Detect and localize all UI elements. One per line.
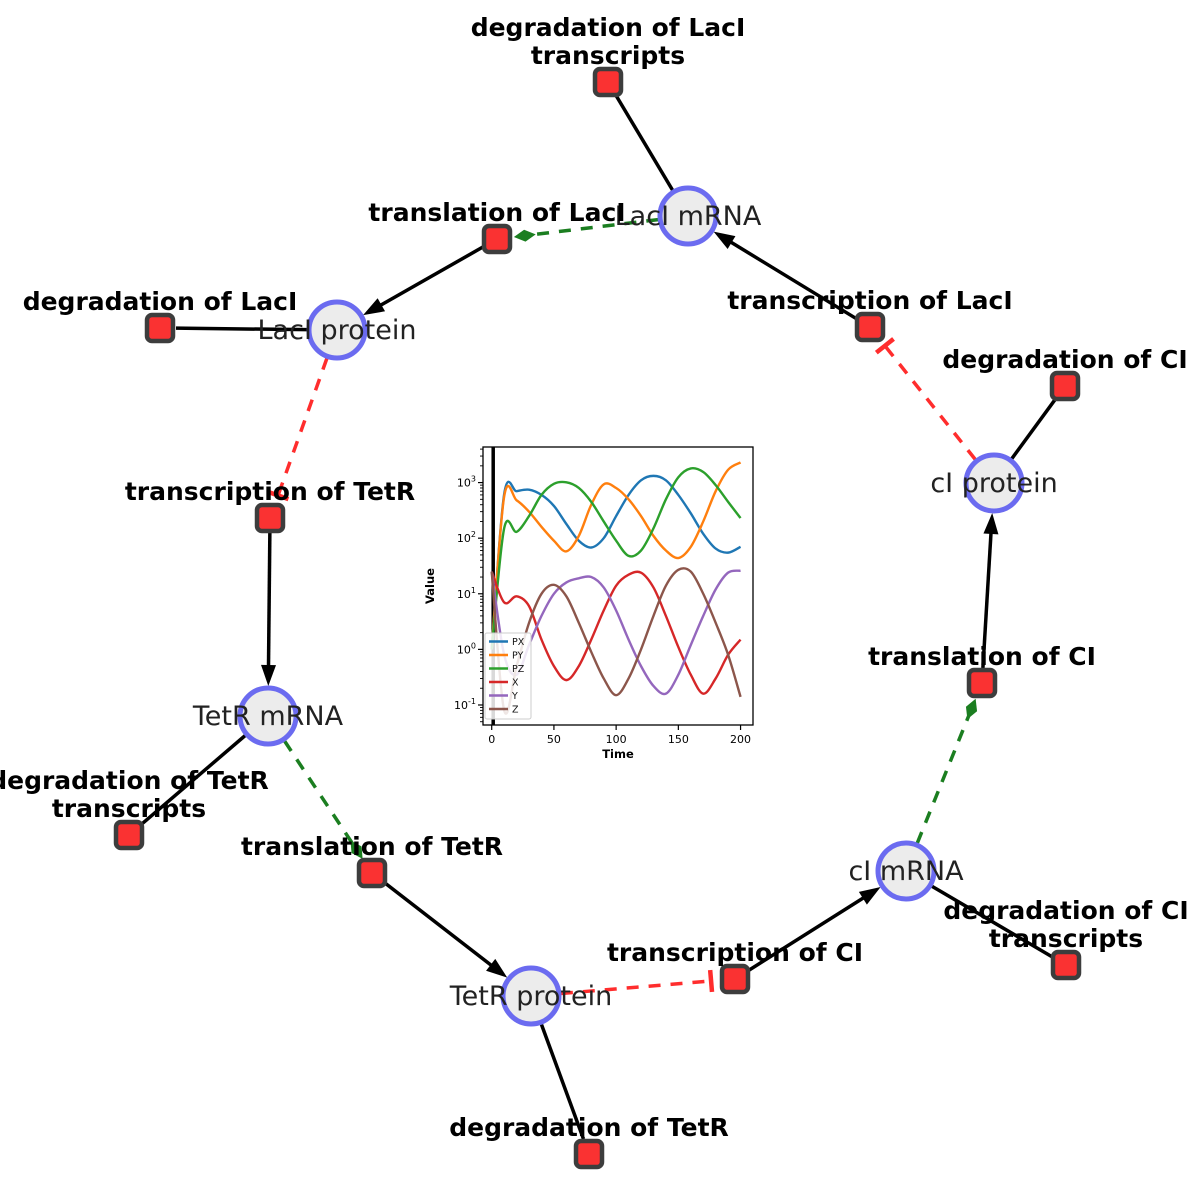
edge-reactant-laci-protein-deg-laci [175, 326, 308, 332]
edge-product-transl-tetr-tetr-protein [382, 880, 508, 978]
nodes-layer [113, 66, 1082, 1170]
reaction-node-degradation-of-tetr[interactable] [573, 1138, 605, 1170]
reaction-node-transcription-of-laci[interactable] [854, 311, 886, 343]
edge-inhibition-laci-protein-txn-tetr [266, 357, 329, 502]
reaction-label-degradation-of-tetr-transcripts: degradation of TetR transcripts [0, 766, 269, 823]
species-node-ci-protein[interactable] [963, 452, 1025, 514]
edge-reactant-tetr-mrna-deg-tetr-tx [140, 734, 247, 826]
x-tick-200: 200 [730, 733, 751, 746]
labels-layer: LacI mRNA LacI protein TetR mRNA TetR prote… [0, 13, 1189, 1142]
legend-label-x: X [512, 678, 519, 689]
x-tick-100: 100 [606, 733, 627, 746]
edge-reactant-ci-mrna-deg-ci-tx [930, 884, 1054, 959]
edge-product-transl-laci-laci-protein [363, 244, 485, 316]
reaction-label-degradation-of-ci: degradation of CI [942, 345, 1187, 374]
edge-reactant-laci-mrna-deg-laci-tx [614, 94, 675, 192]
edge-product-txn-tetr-tetr-mrna [261, 532, 277, 687]
edge-reactant-ci-protein-deg-ci [1010, 397, 1057, 460]
reaction-node-degradation-of-tetr-transcripts[interactable] [113, 819, 145, 851]
reaction-label-transcription-of-laci: transcription of LacI [727, 286, 1012, 315]
legend-label-py: PY [512, 651, 524, 662]
species-label-laci-mrna: LacI mRNA [615, 201, 762, 232]
y-tick-1e2: 102 [457, 530, 476, 545]
species-node-laci-protein[interactable] [306, 299, 368, 361]
edge-activation-laci-mrna-transl-laci [513, 217, 659, 242]
reaction-node-translation-of-ci[interactable] [966, 667, 998, 699]
reaction-label-degradation-of-laci: degradation of LacI [23, 287, 298, 316]
edge-product-transl-ci-ci-protein [981, 512, 999, 669]
reaction-label-degradation-of-tetr: degradation of TetR [449, 1113, 729, 1142]
reaction-label-translation-of-laci: translation of LacI [368, 198, 625, 227]
series-line-py [490, 461, 742, 650]
edge-inhibition-ci-protein-txn-laci [874, 337, 977, 461]
series-line-px [490, 474, 742, 650]
legend-label-y: Y [511, 691, 518, 702]
plot-axes: 0 50 100 150 200 10-1 100 101 102 103 Time Value [423, 446, 754, 761]
reaction-node-translation-of-tetr[interactable] [356, 857, 388, 889]
y-tick-1e-1: 10-1 [454, 697, 476, 712]
y-tick-1e3: 103 [457, 475, 476, 490]
x-tick-50: 50 [547, 733, 561, 746]
x-tick-0: 0 [488, 733, 495, 746]
plot-legend: PX PY PZ XYZ [484, 632, 532, 720]
legend-entry-y: Y [489, 691, 518, 702]
y-tick-1e0: 100 [457, 641, 476, 656]
edge-inhibition-tetr-protein-txn-ci [560, 969, 715, 996]
species-node-tetr-protein[interactable] [500, 965, 562, 1027]
legend-label-pz: PZ [512, 664, 525, 675]
species-label-ci-mrna: cI mRNA [848, 856, 964, 887]
series-line-pz [490, 466, 742, 650]
reaction-label-degradation-of-laci-transcripts: degradation of LacI transcripts [471, 13, 746, 70]
reaction-node-translation-of-laci[interactable] [481, 223, 513, 255]
edges-layer [140, 94, 1057, 1140]
x-tick-150: 150 [668, 733, 689, 746]
species-node-ci-mrna[interactable] [875, 840, 937, 902]
legend-entry-py: PY [489, 651, 524, 662]
edge-reactant-tetr-protein-deg-tetr [539, 1023, 586, 1140]
reaction-label-translation-of-tetr: translation of TetR [241, 832, 503, 861]
legend-entry-x: X [489, 678, 519, 689]
species-label-ci-protein: cI protein [930, 468, 1057, 499]
reaction-node-degradation-of-laci[interactable] [144, 312, 176, 344]
species-node-tetr-mrna[interactable] [237, 685, 299, 747]
reaction-label-transcription-of-tetr: transcription of TetR [125, 477, 415, 506]
x-axis-title: Time [602, 747, 634, 761]
inset-timecourse-plot: 0 50 100 150 20010-1100101102103TimeValuePXP… [423, 446, 754, 761]
reaction-node-degradation-of-ci-transcripts[interactable] [1050, 949, 1082, 981]
species-label-tetr-protein: TetR protein [449, 981, 612, 1012]
reaction-label-transcription-of-ci: transcription of CI [607, 938, 863, 967]
reaction-node-degradation-of-ci[interactable] [1049, 370, 1081, 402]
series-line-z [490, 567, 742, 715]
reaction-node-transcription-of-ci[interactable] [719, 963, 751, 995]
species-label-laci-protein: LacI protein [258, 315, 417, 346]
reaction-label-translation-of-ci: translation of CI [868, 642, 1096, 671]
species-label-tetr-mrna: TetR mRNA [192, 701, 344, 732]
edge-product-txn-ci-ci-mrna [746, 887, 881, 973]
y-tick-1e1: 101 [457, 586, 476, 601]
legend-entry-px: PX [489, 637, 525, 648]
legend-entry-z: Z [489, 705, 519, 716]
legend-entry-pz: PZ [489, 664, 525, 675]
legend-label-z: Z [512, 705, 519, 716]
edge-activation-tetr-mrna-transl-tetr [283, 740, 363, 859]
legend-label-px: PX [512, 637, 525, 648]
edge-product-txn-laci-laci-mrna [713, 231, 859, 321]
edge-activation-ci-mrna-transl-ci [915, 698, 978, 844]
reaction-node-transcription-of-tetr[interactable] [254, 502, 286, 534]
reaction-node-degradation-of-laci-transcripts[interactable] [592, 66, 624, 98]
y-axis-title: Value [423, 568, 437, 604]
species-node-laci-mrna[interactable] [657, 185, 719, 247]
reaction-label-degradation-of-ci-transcripts: degradation of CI transcripts [943, 896, 1188, 953]
